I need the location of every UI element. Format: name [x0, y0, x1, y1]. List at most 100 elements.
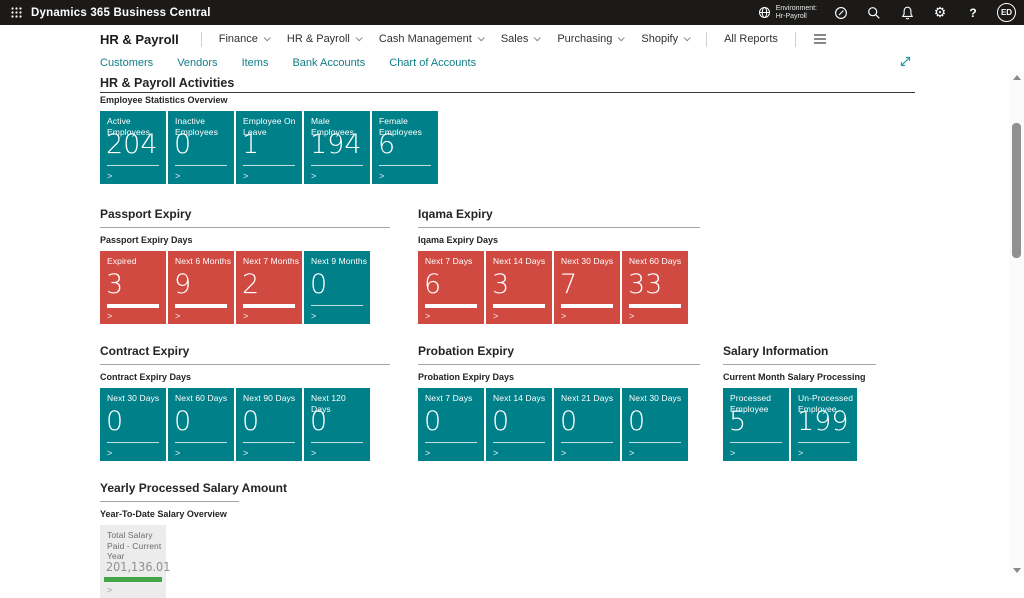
- topbar-actions: Environment: Hr-Payroll ⚙ ? ED: [758, 3, 1024, 22]
- tile-underline: [175, 165, 227, 166]
- tile-underline: [243, 442, 295, 443]
- tile-underline: [561, 442, 613, 443]
- tile-label: Next 14 Days: [493, 393, 546, 403]
- environment-label: Environment:: [775, 4, 817, 12]
- scroll-up-arrow[interactable]: [1013, 75, 1021, 80]
- nav-item-all-reports[interactable]: All Reports: [724, 33, 778, 45]
- vertical-scrollbar[interactable]: [1009, 72, 1024, 576]
- cue-tile-processed-employee[interactable]: Processed Employee 5 >: [723, 388, 789, 461]
- cue-tile-next-30-days[interactable]: Next 30 Days 0 >: [622, 388, 688, 461]
- tile-underline: [311, 442, 363, 443]
- cue-tile-next-60-days[interactable]: Next 60 Days 33 >: [622, 251, 688, 324]
- tile-label: Next 14 Days: [493, 256, 546, 266]
- tile-label: Active Employees: [107, 116, 150, 137]
- subnav-item-items[interactable]: Items: [241, 57, 269, 69]
- tile-label: Next 120 Days: [311, 393, 346, 414]
- tile-underline: [425, 304, 477, 308]
- copilot-icon[interactable]: [832, 4, 850, 22]
- cue-tile-next-21-days[interactable]: Next 21 Days 0 >: [554, 388, 620, 461]
- help-icon[interactable]: ?: [969, 5, 977, 20]
- tile-underline: [561, 304, 613, 308]
- cue-tile-next-90-days[interactable]: Next 90 Days 0 >: [236, 388, 302, 461]
- cue-tile-next-9-months[interactable]: Next 9 Months 0 >: [304, 251, 370, 324]
- scroll-down-arrow[interactable]: [1013, 568, 1021, 573]
- avatar[interactable]: ED: [997, 3, 1016, 22]
- nav-item-sales[interactable]: Sales: [501, 33, 542, 45]
- tile-label: Next 30 Days: [561, 256, 614, 266]
- tile-label: Next 60 Days: [629, 256, 682, 266]
- notifications-icon[interactable]: [898, 4, 916, 22]
- cue-tile-active-employees[interactable]: Active Employees 204 >: [100, 111, 166, 184]
- section-heading: Passport Expiry: [100, 207, 390, 228]
- tile-value: 0: [560, 406, 578, 437]
- cue-tile-un-processed-employee[interactable]: Un-Processed Employee 199 >: [791, 388, 857, 461]
- tile-row: Processed Employee 5 > Un-Processed Employe…: [723, 388, 876, 461]
- page-title: HR & Payroll Activities: [100, 76, 235, 90]
- cue-tile-next-7-days[interactable]: Next 7 Days 6 >: [418, 251, 484, 324]
- cue-tile-next-14-days[interactable]: Next 14 Days 0 >: [486, 388, 552, 461]
- chevron-down-icon: [683, 33, 691, 41]
- search-icon[interactable]: [865, 4, 883, 22]
- chevron-down-icon: [355, 33, 363, 41]
- chevron-right-icon: >: [561, 311, 567, 321]
- more-options-icon[interactable]: [813, 34, 826, 44]
- tile-underline: [493, 304, 545, 308]
- settings-icon[interactable]: ⚙: [933, 4, 947, 20]
- cue-group-label: Iqama Expiry Days: [418, 235, 499, 245]
- subnav-item-vendors[interactable]: Vendors: [177, 57, 218, 69]
- tile-label: Male Employees: [311, 116, 354, 137]
- cue-tile-next-14-days[interactable]: Next 14 Days 3 >: [486, 251, 552, 324]
- tile-row: Expired 3 > Next 6 Months 9 > Next 7 Months 2 > N…: [100, 251, 390, 324]
- nav-item-shopify[interactable]: Shopify: [641, 33, 691, 45]
- tile-underline: [175, 304, 227, 308]
- nav-item-hr-payroll[interactable]: HR & Payroll: [287, 33, 363, 45]
- chevron-right-icon: >: [311, 448, 317, 458]
- nav-item-purchasing[interactable]: Purchasing: [557, 33, 626, 45]
- cue-tile-next-60-days[interactable]: Next 60 Days 0 >: [168, 388, 234, 461]
- tile-value: 0: [424, 406, 442, 437]
- chevron-right-icon: >: [175, 311, 181, 321]
- nav-item-cash-management[interactable]: Cash Management: [379, 33, 485, 45]
- chevron-right-icon: >: [730, 448, 736, 458]
- cue-tile-female-employees[interactable]: Female Employees 6 >: [372, 111, 438, 184]
- environment-name: Hr-Payroll: [775, 12, 807, 20]
- cue-tile-expired[interactable]: Expired 3 >: [100, 251, 166, 324]
- cue-tile-employee-on-leave[interactable]: Employee On Leave 1 >: [236, 111, 302, 184]
- expand-icon[interactable]: [898, 54, 914, 70]
- chevron-right-icon: >: [107, 448, 113, 458]
- cue-group-label: Current Month Salary Processing: [723, 372, 866, 382]
- chevron-right-icon: >: [311, 171, 317, 181]
- waffle-icon[interactable]: [4, 0, 29, 25]
- section-heading: Yearly Processed Salary Amount: [100, 481, 287, 502]
- tile-value: 6: [424, 269, 442, 300]
- cue-tile-next-7-months[interactable]: Next 7 Months 2 >: [236, 251, 302, 324]
- section-passport-expiry: Passport Expiry Passport Expiry Days Expir…: [100, 207, 390, 324]
- tile-value: 9: [174, 269, 192, 300]
- chevron-right-icon: >: [425, 448, 431, 458]
- tile-value: 204: [106, 129, 158, 160]
- tile-value: 0: [106, 406, 124, 437]
- cue-tile-inactive-employees[interactable]: Inactive Employees 0 >: [168, 111, 234, 184]
- cue-tile-total-salary-paid-current-year[interactable]: Total Salary Paid - Current Year 201,136.…: [100, 525, 170, 598]
- tile-value: 0: [628, 406, 646, 437]
- cue-tile-next-30-days[interactable]: Next 30 Days 0 >: [100, 388, 166, 461]
- chevron-down-icon: [477, 33, 485, 41]
- subnav-item-bank-accounts[interactable]: Bank Accounts: [292, 57, 366, 69]
- subnav-item-chart-of-accounts[interactable]: Chart of Accounts: [389, 57, 477, 69]
- cue-tile-next-7-days[interactable]: Next 7 Days 0 >: [418, 388, 484, 461]
- chevron-right-icon: >: [425, 311, 431, 321]
- cue-tile-next-120-days[interactable]: Next 120 Days 0 >: [304, 388, 370, 461]
- cue-tile-next-30-days[interactable]: Next 30 Days 7 >: [554, 251, 620, 324]
- tile-underline: [107, 304, 159, 308]
- environment-indicator[interactable]: Environment: Hr-Payroll: [758, 5, 817, 21]
- nav-item-finance[interactable]: Finance: [219, 33, 271, 45]
- cue-tile-male-employees[interactable]: Male Employees 194 >: [304, 111, 370, 184]
- scrollbar-thumb[interactable]: [1012, 123, 1021, 258]
- section-yearly-processed-salary: Yearly Processed Salary Amount Year-To-Da…: [100, 481, 287, 598]
- subnav-item-customers[interactable]: Customers: [100, 57, 154, 69]
- tile-value: 7: [560, 269, 578, 300]
- tile-value: 0: [174, 406, 192, 437]
- cue-tile-next-6-months[interactable]: Next 6 Months 9 >: [168, 251, 234, 324]
- tile-label: Total Salary Paid - Current Year: [107, 530, 162, 561]
- chevron-down-icon: [534, 33, 542, 41]
